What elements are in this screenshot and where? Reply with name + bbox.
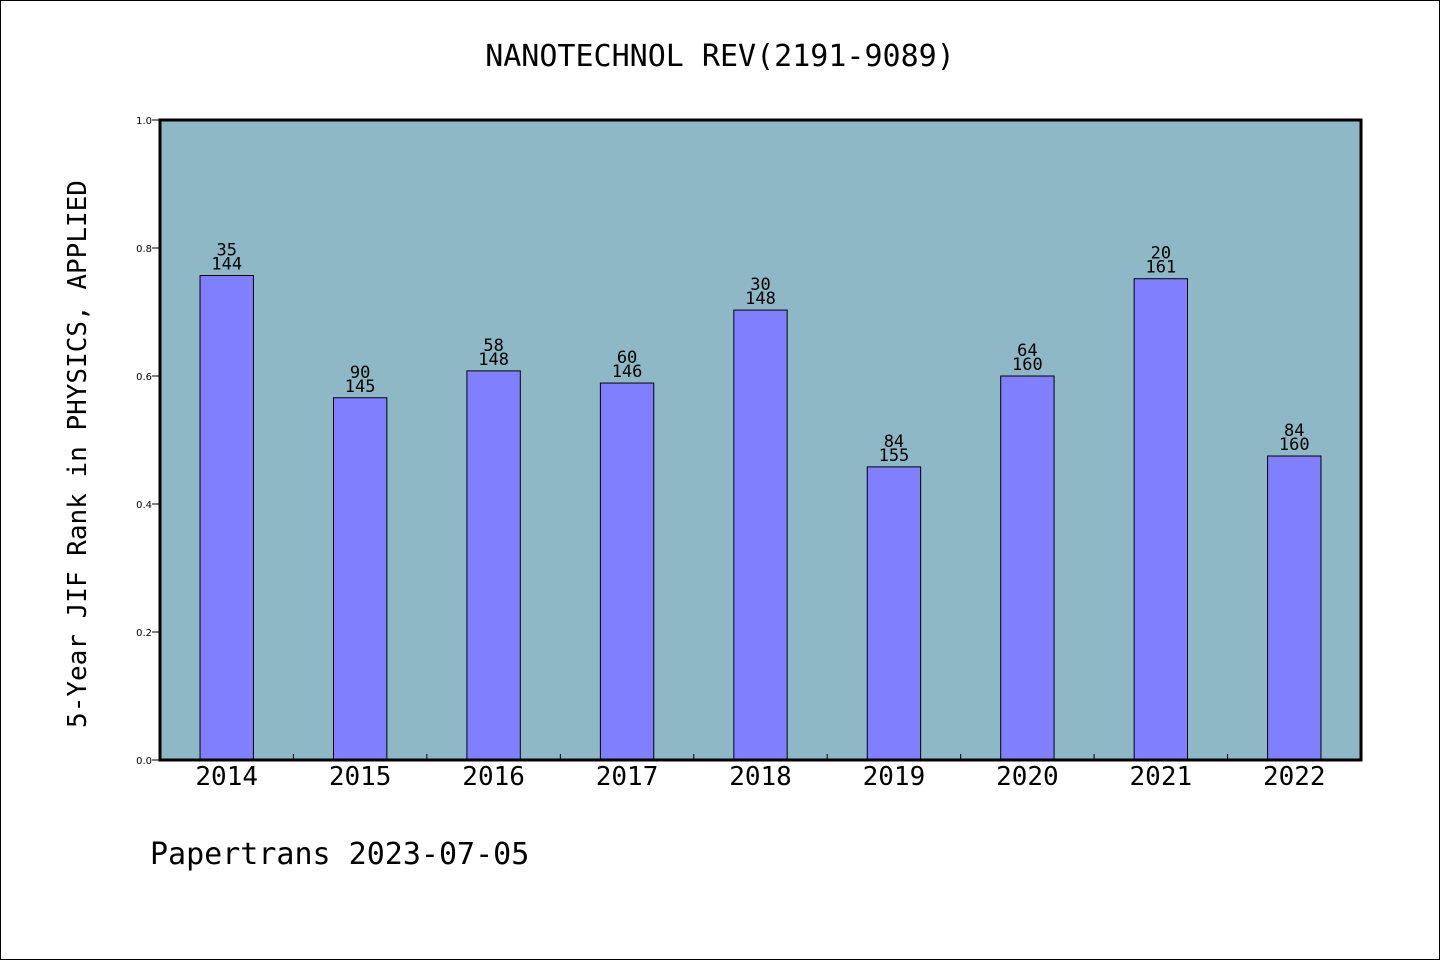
bar-rank-label: 90: [350, 363, 370, 383]
bar-total-label: 161: [1145, 258, 1176, 278]
bar-total-label: 160: [1012, 355, 1043, 375]
bar-rank-label: 64: [1017, 341, 1037, 361]
bar-rank-label: 84: [1284, 421, 1304, 441]
bar-total-label: 148: [745, 289, 776, 309]
plot-border: [158, 118, 1363, 762]
x-tick-label: 2017: [596, 762, 659, 792]
bar-rank-label: 60: [617, 348, 637, 368]
bar-total-label: 148: [478, 350, 509, 370]
bar-rank-label: 58: [483, 336, 503, 356]
bar-rank-label: 20: [1151, 244, 1171, 264]
bar-2016: [466, 370, 521, 761]
y-axis-label: 5-Year JIF Rank in PHYSICS, APPLIED: [63, 180, 93, 728]
x-tick-label: 2014: [195, 762, 258, 792]
bar-total-label: 160: [1279, 435, 1310, 455]
bar-total-label: 146: [612, 362, 643, 382]
x-tick-label: 2022: [1263, 762, 1326, 792]
y-tick-label: 0.8: [136, 244, 152, 255]
chart-title: NANOTECHNOL REV(2191-9089): [485, 39, 955, 74]
y-tick-label: 0.2: [136, 628, 152, 639]
bar-2019: [866, 466, 922, 761]
x-tick-label: 2020: [996, 762, 1059, 792]
bar-2020: [1000, 375, 1055, 761]
y-tick-label: 1.0: [136, 116, 152, 127]
x-tick-label: 2016: [462, 762, 525, 792]
y-tick-label: 0.6: [136, 372, 152, 383]
bar-rank-label: 84: [884, 432, 904, 452]
bar-total-label: 145: [345, 377, 376, 397]
bar-2017: [599, 382, 655, 761]
bar-total-label: 144: [211, 255, 242, 275]
bar-rank-label: 30: [750, 275, 770, 295]
bar-total-label: 155: [879, 446, 910, 466]
bar-2015: [332, 397, 388, 761]
bar-2022: [1267, 455, 1322, 761]
bar-2018: [733, 309, 788, 761]
y-tick-label: 0.0: [136, 756, 152, 767]
x-axis: 2014 2015 2016 2017 2018 2019 2020 2021 2022: [195, 754, 1326, 792]
x-tick-label: 2015: [329, 762, 392, 792]
y-axis: 0.0 0.2 0.4 0.6 0.8 1.0: [136, 116, 160, 767]
footer-credit: Papertrans 2023-07-05: [150, 837, 529, 872]
bar-2021: [1133, 278, 1189, 761]
x-tick-label: 2021: [1130, 762, 1193, 792]
y-tick-label: 0.4: [136, 500, 152, 511]
x-tick-label: 2019: [863, 762, 926, 792]
x-tick-label: 2018: [729, 762, 792, 792]
bar-2014: [199, 275, 254, 761]
bar-rank-label: 35: [216, 241, 236, 261]
